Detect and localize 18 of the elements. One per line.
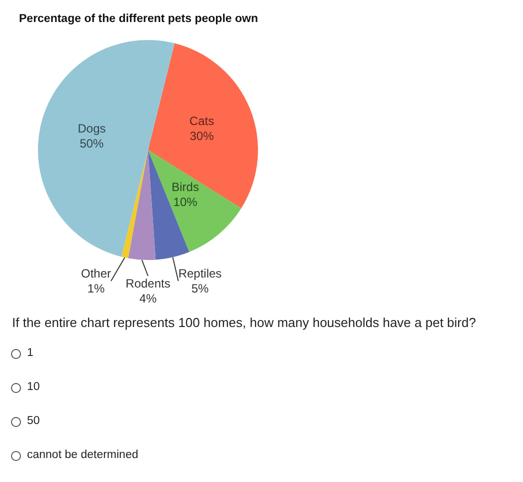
- data-label: 5%: [191, 282, 209, 296]
- data-label: 10%: [173, 194, 198, 209]
- slice-label: Other: [80, 266, 112, 280]
- slice-label: Birds: [172, 180, 199, 194]
- slice-label: Reptiles: [178, 266, 222, 280]
- slice-label: Rodents: [126, 276, 170, 290]
- text: cannot be determined: [27, 449, 138, 461]
- data-label: 50%: [80, 136, 104, 150]
- slice-label: Dogs: [78, 121, 106, 136]
- chart-title: Percentage of the different pets people own: [19, 13, 258, 25]
- text: 10: [27, 381, 40, 393]
- text: 1: [27, 347, 34, 359]
- data-label: 30%: [190, 128, 214, 143]
- text: If the entire chart represents 100 homes, how many households have a pet bird?: [12, 315, 476, 330]
- slice-label: Cats: [189, 114, 214, 128]
- data-label: 1%: [87, 282, 105, 296]
- text: 50: [27, 415, 40, 427]
- data-label: 4%: [139, 292, 157, 306]
